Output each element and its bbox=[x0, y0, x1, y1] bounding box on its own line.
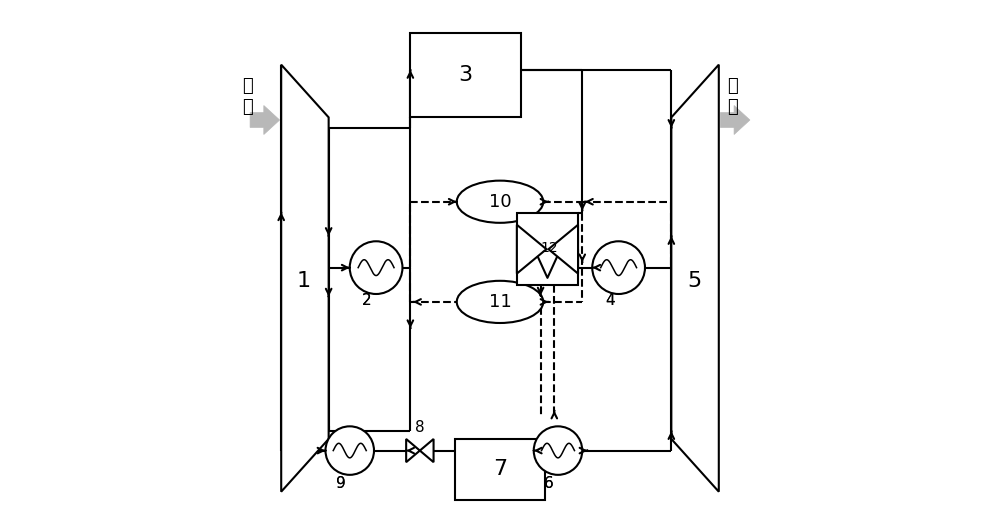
Text: 4: 4 bbox=[605, 293, 614, 308]
Text: 6: 6 bbox=[544, 476, 554, 491]
Text: 释
能: 释 能 bbox=[727, 77, 737, 116]
Text: 9: 9 bbox=[336, 476, 346, 491]
Polygon shape bbox=[420, 439, 434, 462]
Text: 8: 8 bbox=[415, 420, 425, 435]
Text: 储
能: 储 能 bbox=[242, 77, 252, 116]
Text: 2: 2 bbox=[362, 293, 372, 308]
Text: 5: 5 bbox=[687, 271, 701, 291]
Bar bbox=[517, 214, 578, 285]
Ellipse shape bbox=[457, 181, 543, 223]
Text: 1: 1 bbox=[297, 271, 311, 291]
Text: 7: 7 bbox=[493, 459, 507, 479]
Text: 3: 3 bbox=[459, 65, 473, 85]
Text: 11: 11 bbox=[489, 293, 511, 311]
Text: 12: 12 bbox=[540, 241, 558, 254]
Text: 9: 9 bbox=[336, 476, 346, 491]
Bar bbox=[455, 439, 545, 500]
Polygon shape bbox=[406, 439, 420, 462]
Text: 2: 2 bbox=[362, 293, 372, 308]
Circle shape bbox=[325, 426, 374, 475]
Polygon shape bbox=[671, 65, 719, 492]
FancyArrow shape bbox=[250, 105, 280, 135]
Polygon shape bbox=[281, 65, 329, 492]
Text: 6: 6 bbox=[544, 476, 554, 491]
Ellipse shape bbox=[457, 281, 543, 323]
Bar bbox=[410, 33, 521, 117]
Circle shape bbox=[350, 241, 402, 294]
Polygon shape bbox=[517, 225, 546, 273]
Circle shape bbox=[592, 241, 645, 294]
Circle shape bbox=[534, 426, 582, 475]
Text: 4: 4 bbox=[605, 293, 614, 308]
FancyArrow shape bbox=[720, 105, 750, 135]
Polygon shape bbox=[549, 225, 578, 273]
Text: 10: 10 bbox=[489, 193, 511, 211]
